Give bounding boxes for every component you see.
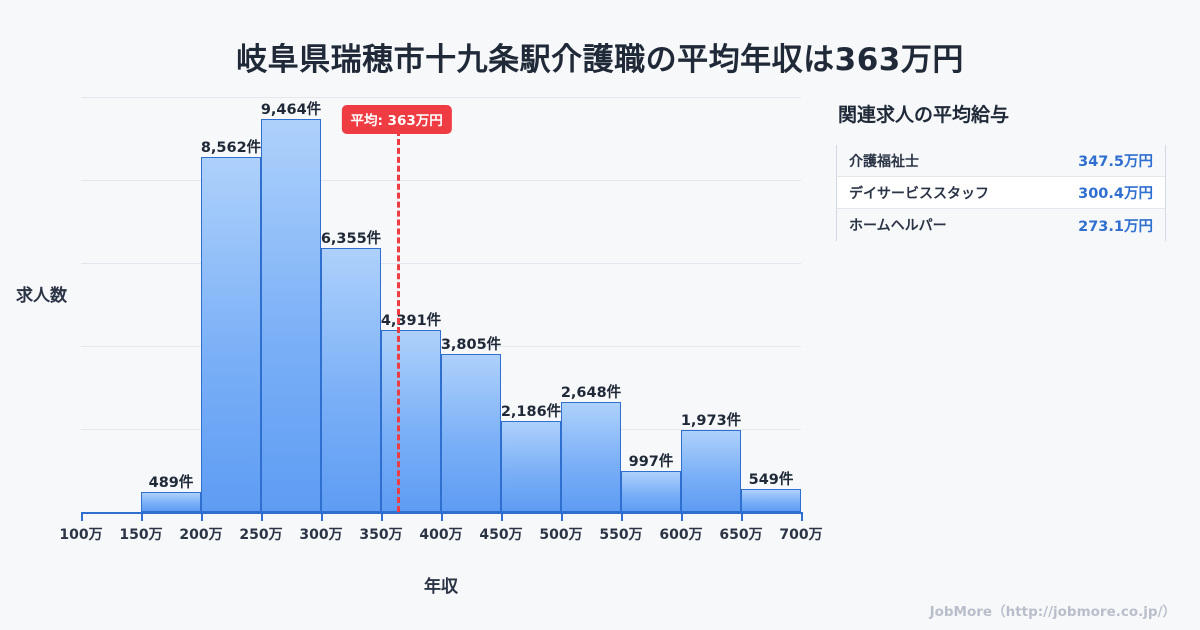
x-axis-tick — [81, 512, 83, 521]
bar-value-label: 4,391件 — [380, 312, 442, 329]
bar-value-label: 3,805件 — [440, 337, 502, 354]
histogram-bar — [381, 329, 441, 512]
bar-value-label: 6,355件 — [320, 231, 382, 248]
x-axis-tick-label: 600万 — [659, 527, 703, 543]
x-axis-tick-label: 550万 — [599, 527, 643, 543]
related-salary-job-name: 介護福祉士 — [849, 153, 919, 170]
x-axis-tick — [441, 512, 443, 521]
average-vline — [396, 130, 400, 512]
related-salary-amount: 273.1万円 — [1078, 218, 1153, 235]
related-salary-heading: 関連求人の平均給与 — [838, 104, 1010, 126]
gridline — [81, 180, 801, 181]
histogram-chart: 489件 8,562件 9,464件 6,355件 4,391件 3,805件 2,186件… — [16, 97, 823, 597]
related-salary-amount: 347.5万円 — [1078, 154, 1153, 170]
bar-value-label: 2,186件 — [500, 404, 562, 421]
y-axis-title: 求人数 — [16, 286, 67, 306]
related-salary-job-name: ホームヘルパー — [849, 218, 947, 234]
x-axis-tick-label: 150万 — [119, 527, 163, 543]
average-badge: 平均: 363万円 — [341, 105, 452, 134]
gridline — [81, 263, 801, 264]
x-axis-tick — [801, 512, 803, 521]
histogram-bar — [561, 402, 621, 512]
gridline — [81, 346, 801, 347]
x-axis-tick — [201, 512, 203, 521]
x-axis-tick-label: 200万 — [179, 527, 223, 543]
x-axis-tick-label: 300万 — [299, 527, 343, 543]
histogram-bar — [681, 430, 741, 512]
histogram-bar — [201, 156, 261, 512]
histogram-bar — [621, 470, 681, 512]
related-salary-panel: 関連求人の平均給与 介護福祉士 347.5万円デイサービススタッフ 300.4万円ホ… — [836, 100, 1166, 241]
x-axis-title: 年収 — [424, 577, 458, 597]
bar-value-label: 1,973件 — [680, 413, 742, 430]
x-axis-tick — [141, 512, 143, 521]
x-axis-tick-label: 350万 — [359, 527, 403, 543]
related-salary-amount: 300.4万円 — [1078, 186, 1153, 202]
x-axis-tick-label: 400万 — [419, 527, 463, 543]
bar-value-label: 549件 — [748, 472, 794, 489]
x-axis-tick-label: 500万 — [539, 527, 583, 543]
bar-value-label: 8,562件 — [200, 139, 262, 156]
x-axis-tick-label: 650万 — [719, 527, 763, 543]
histogram-bar — [261, 119, 321, 512]
x-axis-tick — [621, 512, 623, 521]
x-axis-tick-label: 100万 — [59, 527, 103, 543]
x-axis-tick-label: 250万 — [239, 527, 283, 543]
histogram-bar — [741, 489, 801, 512]
bar-value-label: 2,648件 — [560, 385, 622, 402]
page-title: 岐阜県瑞穂市十九条駅介護職の平均年収は363万円 — [236, 42, 964, 78]
x-axis-tick — [681, 512, 683, 521]
gridline — [81, 97, 801, 98]
related-salary-row: デイサービススタッフ 300.4万円 — [837, 177, 1165, 209]
related-salary-job-name: デイサービススタッフ — [849, 185, 989, 202]
related-salary-row: 介護福祉士 347.5万円 — [837, 145, 1165, 177]
x-axis-tick — [381, 512, 383, 521]
histogram-bar — [321, 248, 381, 512]
footer-attribution: JobMore（http://jobmore.co.jp/） — [929, 604, 1176, 620]
x-axis-tick — [501, 512, 503, 521]
x-axis-tick — [561, 512, 563, 521]
histogram-bar — [141, 491, 201, 512]
x-axis-tick-label: 700万 — [779, 527, 823, 543]
histogram-bar — [441, 354, 501, 512]
related-salary-table: 介護福祉士 347.5万円デイサービススタッフ 300.4万円ホームヘルパー 273.… — [836, 145, 1166, 241]
histogram-bar — [501, 421, 561, 512]
x-axis-tick — [321, 512, 323, 521]
related-salary-row: ホームヘルパー 273.1万円 — [837, 209, 1165, 241]
bar-value-label: 997件 — [628, 453, 674, 470]
bar-value-label: 489件 — [148, 474, 194, 491]
x-axis-tick — [741, 512, 743, 521]
bar-value-label: 9,464件 — [260, 102, 322, 119]
x-axis-tick — [261, 512, 263, 521]
x-axis-tick-label: 450万 — [479, 527, 523, 543]
